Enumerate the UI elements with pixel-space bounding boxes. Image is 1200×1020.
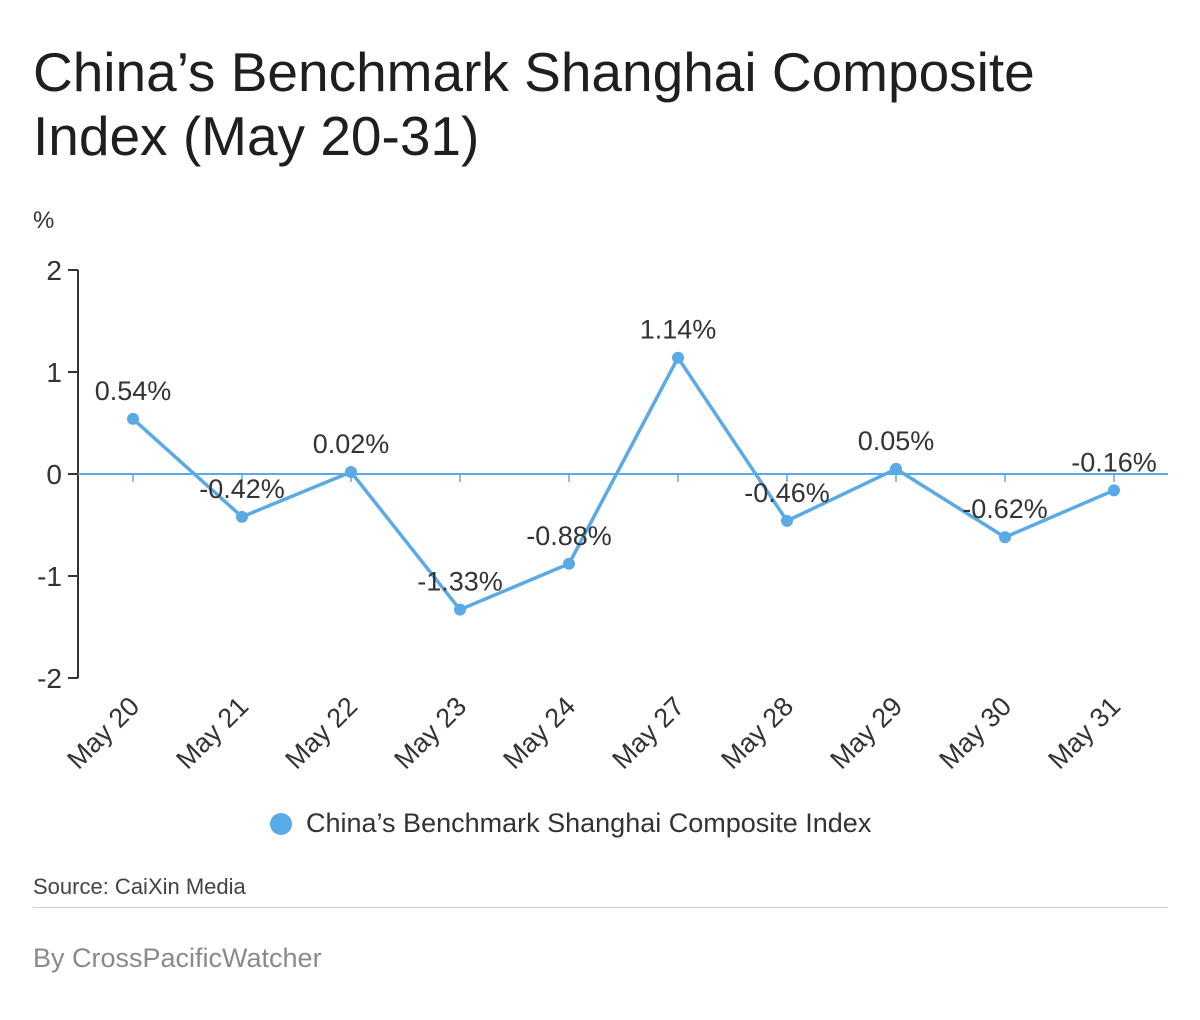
data-point	[563, 557, 575, 570]
x-tick-label: May 28	[715, 691, 799, 775]
data-label: -0.46%	[744, 478, 830, 508]
series-line	[131, 355, 1115, 612]
data-label: -0.42%	[199, 474, 285, 504]
y-tick-label: -1	[37, 561, 62, 592]
data-label: -1.33%	[417, 567, 503, 597]
data-point	[999, 531, 1011, 544]
data-point	[127, 412, 139, 425]
data-label: -0.62%	[962, 494, 1048, 524]
data-point	[236, 510, 248, 523]
y-tick-label: -2	[37, 663, 62, 694]
y-tick-label: 0	[46, 459, 62, 490]
data-point	[454, 603, 466, 616]
legend: China’s Benchmark Shanghai Composite Ind…	[270, 808, 871, 839]
x-tick-label: May 22	[279, 691, 363, 775]
data-point	[1108, 484, 1120, 497]
byline: By CrossPacificWatcher	[33, 943, 322, 973]
data-label: 0.02%	[313, 429, 390, 459]
y-tick-label: 2	[46, 255, 62, 286]
legend-label: China’s Benchmark Shanghai Composite Ind…	[306, 808, 872, 838]
data-label: 0.05%	[858, 426, 935, 456]
data-label: 1.14%	[640, 315, 717, 345]
data-point	[345, 465, 357, 478]
data-label: -0.16%	[1071, 447, 1157, 477]
divider	[33, 907, 1168, 908]
x-tick-label: May 20	[61, 691, 145, 775]
x-tick-label: May 29	[824, 691, 908, 775]
x-tick-label: May 23	[388, 691, 472, 775]
source-note: Source: CaiXin Media	[33, 874, 246, 899]
x-tick-label: May 30	[933, 691, 1017, 775]
data-point	[890, 462, 902, 475]
data-label: -0.88%	[526, 521, 612, 551]
y-tick-label: 1	[46, 357, 62, 388]
legend-marker	[270, 812, 292, 835]
data-point	[672, 351, 684, 364]
y-axis-unit: %	[33, 207, 54, 234]
x-tick-label: May 27	[606, 691, 690, 775]
x-tick-label: May 24	[497, 691, 581, 775]
data-point	[781, 514, 793, 527]
data-label: 0.54%	[95, 376, 172, 406]
x-tick-label: May 31	[1042, 691, 1126, 775]
chart-title: China’s Benchmark Shanghai Composite Ind…	[33, 41, 1035, 167]
x-tick-label: May 21	[170, 691, 254, 775]
